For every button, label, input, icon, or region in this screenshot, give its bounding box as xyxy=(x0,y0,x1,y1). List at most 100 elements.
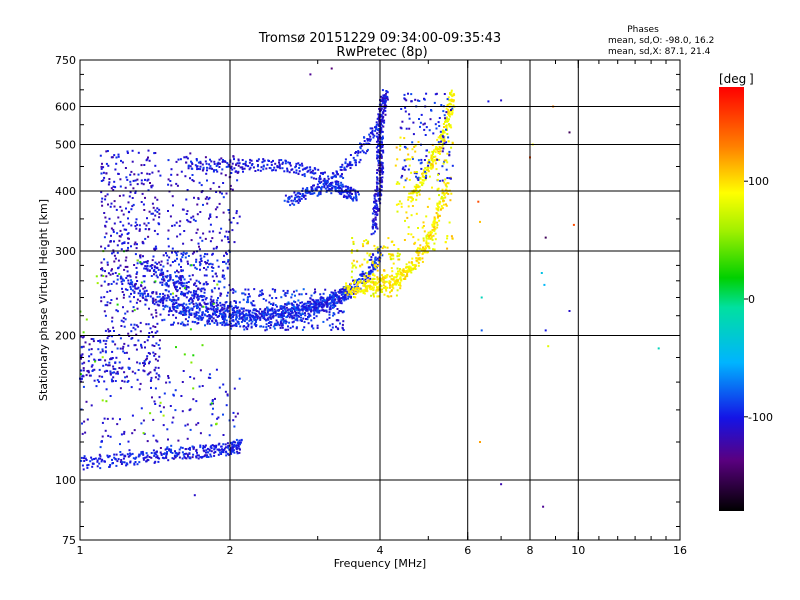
data-point xyxy=(409,158,411,161)
data-point xyxy=(83,455,86,458)
data-point xyxy=(423,251,426,254)
data-point xyxy=(442,147,445,150)
data-point xyxy=(398,253,401,256)
data-point xyxy=(417,227,419,229)
data-point xyxy=(248,161,251,164)
data-point xyxy=(402,268,405,271)
data-point xyxy=(201,169,204,172)
data-point xyxy=(235,318,237,321)
colorbar-tick-label: -100 xyxy=(748,411,773,424)
data-point xyxy=(134,283,137,286)
data-point xyxy=(430,155,433,157)
data-point xyxy=(339,288,342,291)
data-point xyxy=(417,141,420,143)
data-point xyxy=(127,242,130,245)
data-point xyxy=(376,188,379,191)
data-point xyxy=(100,165,103,168)
data-point xyxy=(330,176,333,179)
data-point xyxy=(312,303,315,306)
data-point xyxy=(214,319,217,322)
data-point xyxy=(399,284,402,287)
data-point xyxy=(215,275,218,278)
data-point xyxy=(107,330,110,333)
data-point xyxy=(355,194,357,197)
data-point xyxy=(130,208,133,211)
data-point xyxy=(142,457,145,460)
data-point xyxy=(436,158,439,161)
data-point xyxy=(238,312,241,315)
data-point xyxy=(280,296,283,299)
data-point xyxy=(122,457,125,460)
data-point xyxy=(195,285,198,288)
data-point xyxy=(224,310,227,312)
data-point xyxy=(112,251,115,254)
data-point xyxy=(286,289,289,292)
data-point xyxy=(129,180,132,183)
data-point xyxy=(374,205,377,208)
data-point xyxy=(208,320,211,323)
data-point xyxy=(223,254,225,257)
data-point xyxy=(283,199,286,202)
data-point xyxy=(200,287,203,290)
data-point xyxy=(173,321,175,324)
data-point xyxy=(187,262,189,265)
data-point xyxy=(450,109,452,111)
data-point xyxy=(111,335,113,338)
data-point xyxy=(284,308,287,311)
data-point xyxy=(323,186,326,189)
data-point xyxy=(172,416,175,419)
data-point xyxy=(183,353,186,356)
data-point xyxy=(119,264,122,267)
data-point xyxy=(121,461,124,464)
data-point xyxy=(238,215,241,218)
data-point xyxy=(205,172,208,175)
data-point xyxy=(274,162,277,165)
data-point xyxy=(369,135,372,138)
data-point xyxy=(398,254,400,257)
data-point xyxy=(113,180,116,183)
data-point xyxy=(295,318,298,321)
data-point xyxy=(448,221,451,224)
data-point xyxy=(345,165,348,168)
data-point xyxy=(339,301,342,304)
data-point xyxy=(307,169,310,172)
data-point xyxy=(184,424,187,427)
data-point xyxy=(291,302,294,305)
data-point xyxy=(91,465,94,468)
data-point xyxy=(195,305,198,307)
data-point xyxy=(362,284,365,287)
data-point xyxy=(185,303,188,306)
data-point xyxy=(152,291,155,293)
data-point xyxy=(137,151,140,154)
data-point xyxy=(199,160,202,163)
data-point xyxy=(103,460,106,463)
data-point xyxy=(374,126,376,129)
data-point xyxy=(136,271,139,274)
data-point xyxy=(116,347,119,350)
data-point xyxy=(154,271,157,274)
data-point xyxy=(305,308,308,311)
data-point xyxy=(366,261,369,264)
data-point xyxy=(113,205,116,208)
data-point xyxy=(402,273,405,276)
data-point xyxy=(306,318,309,321)
data-point xyxy=(547,345,550,348)
data-point xyxy=(185,161,188,164)
data-point xyxy=(419,181,422,184)
data-point xyxy=(399,273,402,276)
data-point xyxy=(120,433,123,436)
data-point xyxy=(301,195,304,197)
data-point xyxy=(221,315,224,318)
data-point xyxy=(427,159,430,161)
data-point xyxy=(104,346,107,349)
data-point xyxy=(136,243,138,246)
data-point xyxy=(209,303,212,306)
data-point xyxy=(152,301,154,304)
data-point xyxy=(216,259,219,262)
data-point xyxy=(351,249,353,251)
data-point xyxy=(119,387,122,390)
data-point xyxy=(292,304,295,307)
data-point xyxy=(199,456,202,458)
data-point xyxy=(154,376,157,379)
data-point xyxy=(287,311,290,314)
